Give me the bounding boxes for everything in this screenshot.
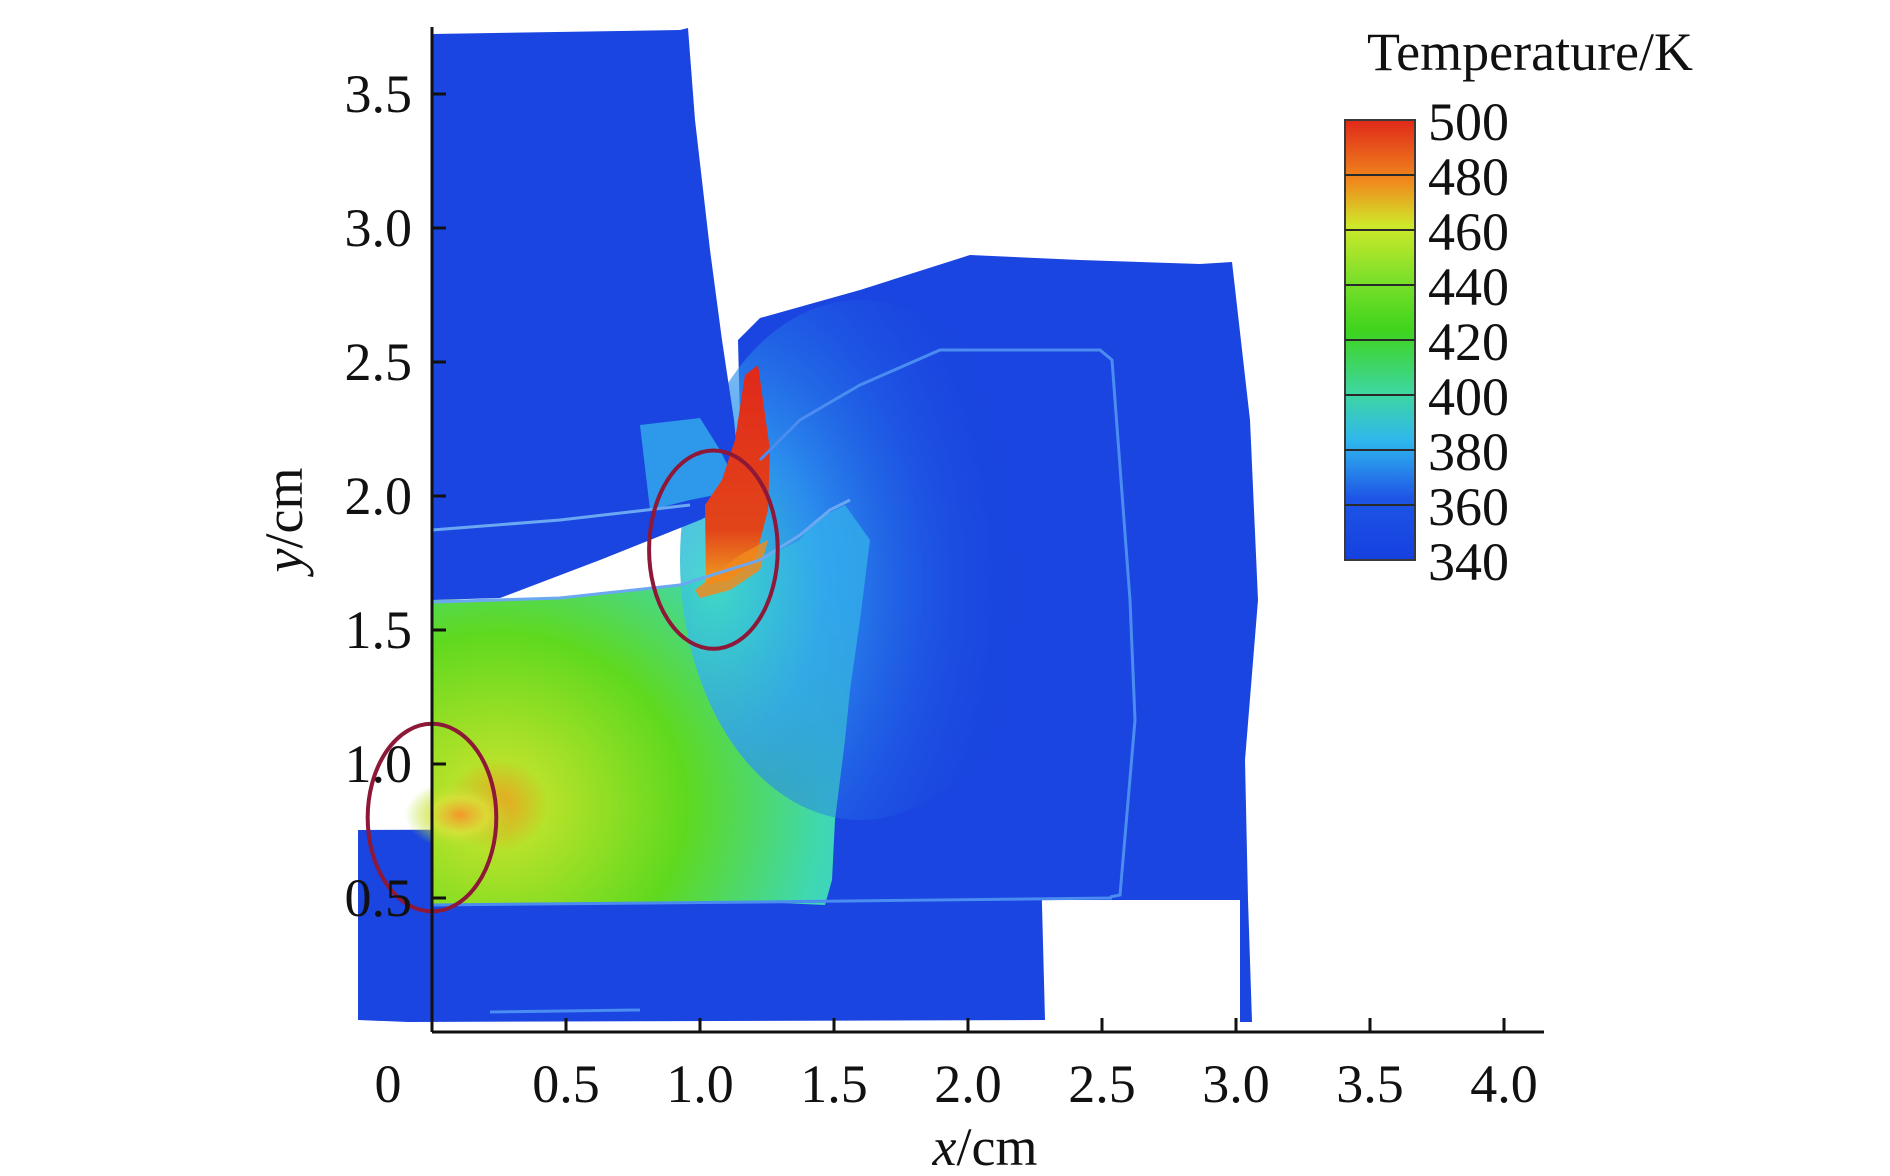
y-tick-label: 3.5 xyxy=(345,64,413,124)
tool-tip-hotspot xyxy=(705,365,770,585)
colorbar-level-label: 360 xyxy=(1428,477,1509,537)
y-axis-unit: /cm xyxy=(254,468,314,549)
y-tick-label: 3.0 xyxy=(345,198,413,258)
workpiece-top-boundary xyxy=(431,896,1113,907)
x-tick-label: 2.5 xyxy=(1068,1054,1136,1114)
y-tick-label: 1.5 xyxy=(345,600,413,660)
x-tick-label: 0.5 xyxy=(532,1054,600,1114)
x-tick-label: 3.5 xyxy=(1336,1054,1404,1114)
temperature-field xyxy=(358,28,1258,1022)
chip-inner-boundary xyxy=(758,348,1137,899)
y-axis-title: y/cm xyxy=(254,468,314,578)
colorbar-level-label: 340 xyxy=(1428,532,1509,592)
colorbar-level-label: 380 xyxy=(1428,422,1509,482)
origin-tick-label: 0 xyxy=(375,1054,402,1114)
shear-boundary xyxy=(431,498,851,604)
colorbar-level-label: 480 xyxy=(1428,147,1509,207)
colorbar-level-label: 500 xyxy=(1428,92,1509,152)
x-tick-label: 3.0 xyxy=(1202,1054,1270,1114)
tool-region xyxy=(432,28,740,600)
x-axis-var: x xyxy=(932,1117,957,1176)
y-axis-var: y xyxy=(254,548,314,577)
colorbar-level-label: 440 xyxy=(1428,257,1509,317)
x-axis-title: x/cm xyxy=(932,1117,1038,1176)
colorbar-level-label: 420 xyxy=(1428,312,1509,372)
x-axis-unit: /cm xyxy=(956,1117,1037,1176)
x-tick-label: 1.0 xyxy=(666,1054,734,1114)
colorbar-level-label: 400 xyxy=(1428,367,1509,427)
highlight-circle-contact xyxy=(647,448,780,651)
x-tick-label: 2.0 xyxy=(934,1054,1002,1114)
y-tick-label: 0.5 xyxy=(345,868,413,928)
x-tick-label: 1.5 xyxy=(800,1054,868,1114)
y-ticks: 0.5 1.0 1.5 2.0 2.5 3.0 3.5 xyxy=(345,64,446,928)
y-tick-label: 1.0 xyxy=(345,734,413,794)
x-tick-label: 4.0 xyxy=(1470,1054,1538,1114)
y-tick-label: 2.0 xyxy=(345,466,413,526)
chip-glow xyxy=(680,300,1040,820)
tool-boundary xyxy=(431,503,691,532)
y-tick-label: 2.5 xyxy=(345,332,413,392)
x-ticks: 0.5 1.0 1.5 2.0 2.5 3.0 3.5 4.0 xyxy=(532,1018,1538,1114)
workpiece-edge xyxy=(489,1008,641,1014)
left-edge-hotspot xyxy=(405,780,515,850)
colorbar-level-label: 460 xyxy=(1428,202,1509,262)
colorbar-legend: Temperature/K 50048046044042040038036034… xyxy=(1344,22,1693,592)
axes: 0.5 1.0 1.5 2.0 2.5 3.0 3.5 4.0 0.5 1.0 1.5 2.0 2.5… xyxy=(254,27,1544,1176)
colorbar-title: Temperature/K xyxy=(1367,22,1693,82)
